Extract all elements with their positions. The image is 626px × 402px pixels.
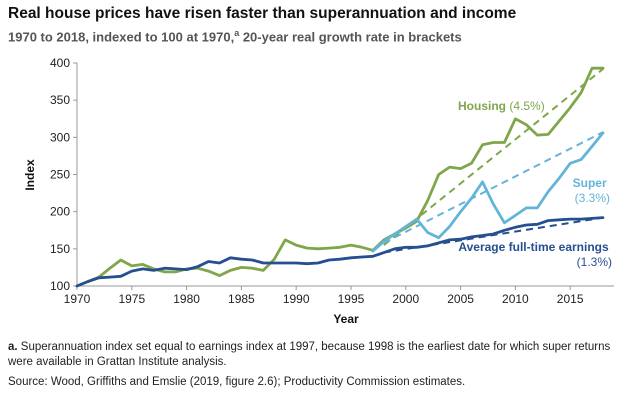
- footnote: a. Superannuation index set equal to ear…: [8, 340, 618, 370]
- series-line: [371, 131, 605, 253]
- x-tick-label: 2010: [502, 292, 529, 306]
- y-axis-title: Index: [23, 159, 37, 191]
- footnote-text: Superannuation index set equal to earnin…: [8, 341, 611, 368]
- x-tick-label: 2005: [447, 292, 474, 306]
- y-tick-label: 150: [50, 242, 70, 256]
- y-tick-label: 100: [50, 279, 70, 293]
- earnings-label-rate: (1.3%): [577, 255, 612, 269]
- super-label: Super (3.3%): [573, 176, 610, 205]
- trend-lines: [383, 68, 604, 254]
- series-line: [75, 66, 605, 288]
- x-tick-label: 1985: [228, 292, 255, 306]
- super-label-name: Super: [573, 176, 607, 190]
- trend-line: [383, 131, 604, 244]
- x-tick-label: 1980: [173, 292, 200, 306]
- series-lines: [75, 66, 605, 288]
- y-tick-label: 350: [50, 93, 70, 107]
- series-line: [75, 216, 605, 288]
- y-tick-label: 200: [50, 205, 70, 219]
- subtitle-tail: 20-year real growth rate in brackets: [239, 29, 462, 45]
- earnings-label: Average full-time earnings (1.3%): [458, 240, 612, 269]
- y-tick-label: 250: [50, 168, 70, 182]
- housing-label: Housing (4.5%): [458, 99, 545, 113]
- subtitle-main: 1970 to 2018, indexed to 100 at 1970,: [8, 29, 235, 45]
- y-tick-label: 400: [50, 56, 70, 70]
- footnote-marker: a.: [8, 341, 18, 353]
- chart-subtitle: 1970 to 2018, indexed to 100 at 1970,a 2…: [8, 28, 462, 44]
- x-axis-title: Year: [333, 312, 359, 326]
- line-chart: Index Year 100 150 200 250 300 350 400 1970 1975…: [23, 56, 614, 326]
- x-tick-label: 1975: [118, 292, 145, 306]
- earnings-label-name: Average full-time earnings: [458, 240, 609, 254]
- x-tick-label: 1990: [283, 292, 310, 306]
- x-tick-label: 1995: [338, 292, 365, 306]
- y-axis-title-group: Index: [23, 159, 37, 191]
- subtitle-footnote-marker: a: [234, 28, 240, 38]
- source-note: Source: Wood, Griffiths and Emslie (2019…: [8, 376, 466, 388]
- super-label-rate: (3.3%): [575, 191, 610, 205]
- chart-title: Real house prices have risen faster than…: [8, 5, 517, 22]
- x-tick-label: 2000: [392, 292, 419, 306]
- housing-label-rate: (4.5%): [509, 99, 544, 113]
- y-tick-label: 300: [50, 130, 70, 144]
- x-tick-label: 2015: [557, 292, 584, 306]
- trend-line: [383, 68, 604, 246]
- x-tick-label: 1970: [64, 292, 91, 306]
- axes: 100 150 200 250 300 350 400 1970 1975 1980 1985 199…: [50, 56, 614, 306]
- housing-label-name: Housing: [458, 99, 506, 113]
